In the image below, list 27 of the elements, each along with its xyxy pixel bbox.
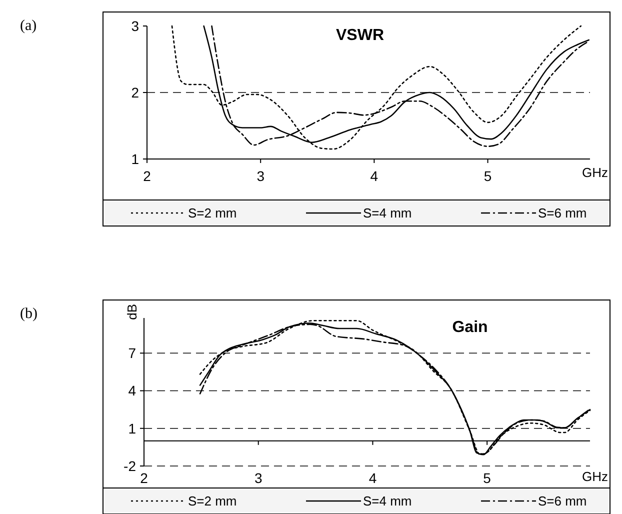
legend-label: S=2 mm xyxy=(188,494,237,509)
legend-label: S=6 mm xyxy=(538,206,587,221)
legend-label: S=4 mm xyxy=(363,494,412,509)
x-tick-label: 3 xyxy=(256,168,265,184)
legend-label: S=2 mm xyxy=(188,206,237,221)
y-axis-title: dB xyxy=(124,304,140,320)
y-tick-label: 1 xyxy=(128,420,136,436)
chart-title: VSWR xyxy=(336,27,384,44)
y-tick-label: 3 xyxy=(131,18,140,34)
legend-label: S=6 mm xyxy=(538,494,587,509)
x-axis-title: GHz xyxy=(582,165,608,180)
y-tick-label: 1 xyxy=(131,150,140,167)
y-tick-label: 2 xyxy=(131,84,140,100)
x-tick-label: 4 xyxy=(370,168,378,184)
x-tick-label: 3 xyxy=(254,470,262,486)
x-tick-label: 5 xyxy=(483,470,492,486)
x-tick-label: 4 xyxy=(368,470,377,486)
x-axis-title: GHz xyxy=(582,469,608,484)
y-tick-label: -2 xyxy=(124,458,136,474)
legend-label: S=4 mm xyxy=(363,206,412,221)
text: (b) xyxy=(20,306,38,322)
y-tick-label: 7 xyxy=(128,345,136,362)
y-tick-label: 4 xyxy=(128,382,136,399)
text: (a) xyxy=(20,18,37,34)
chart-title: Gain xyxy=(452,319,488,336)
x-tick-label: 2 xyxy=(143,168,152,184)
x-tick-label: 5 xyxy=(484,168,492,184)
